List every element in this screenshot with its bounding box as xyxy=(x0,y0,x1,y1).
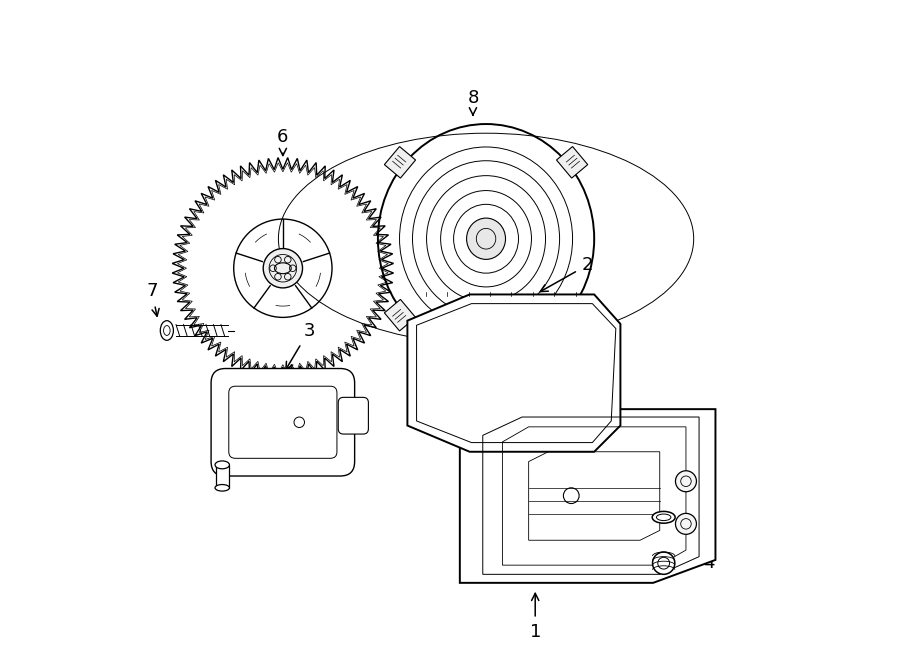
Text: 1: 1 xyxy=(529,594,541,641)
Text: 6: 6 xyxy=(277,128,289,155)
Polygon shape xyxy=(384,147,416,178)
Ellipse shape xyxy=(215,461,230,469)
FancyBboxPatch shape xyxy=(338,397,368,434)
Circle shape xyxy=(676,471,697,492)
Polygon shape xyxy=(460,409,716,583)
Ellipse shape xyxy=(652,512,675,524)
Ellipse shape xyxy=(466,218,506,259)
Text: 7: 7 xyxy=(146,282,159,316)
Text: 4: 4 xyxy=(681,554,715,572)
Ellipse shape xyxy=(215,485,230,491)
Polygon shape xyxy=(408,294,620,451)
Ellipse shape xyxy=(652,552,675,574)
Ellipse shape xyxy=(378,124,594,354)
Ellipse shape xyxy=(160,321,174,340)
Text: 3: 3 xyxy=(286,321,315,369)
Polygon shape xyxy=(216,465,229,488)
Circle shape xyxy=(263,249,302,288)
Text: 2: 2 xyxy=(540,256,593,292)
Polygon shape xyxy=(384,299,416,331)
FancyBboxPatch shape xyxy=(212,369,355,476)
Text: 8: 8 xyxy=(467,89,479,115)
Circle shape xyxy=(181,167,384,369)
Circle shape xyxy=(676,514,697,534)
Polygon shape xyxy=(556,299,588,331)
Polygon shape xyxy=(556,147,588,178)
Text: 5: 5 xyxy=(681,508,715,526)
